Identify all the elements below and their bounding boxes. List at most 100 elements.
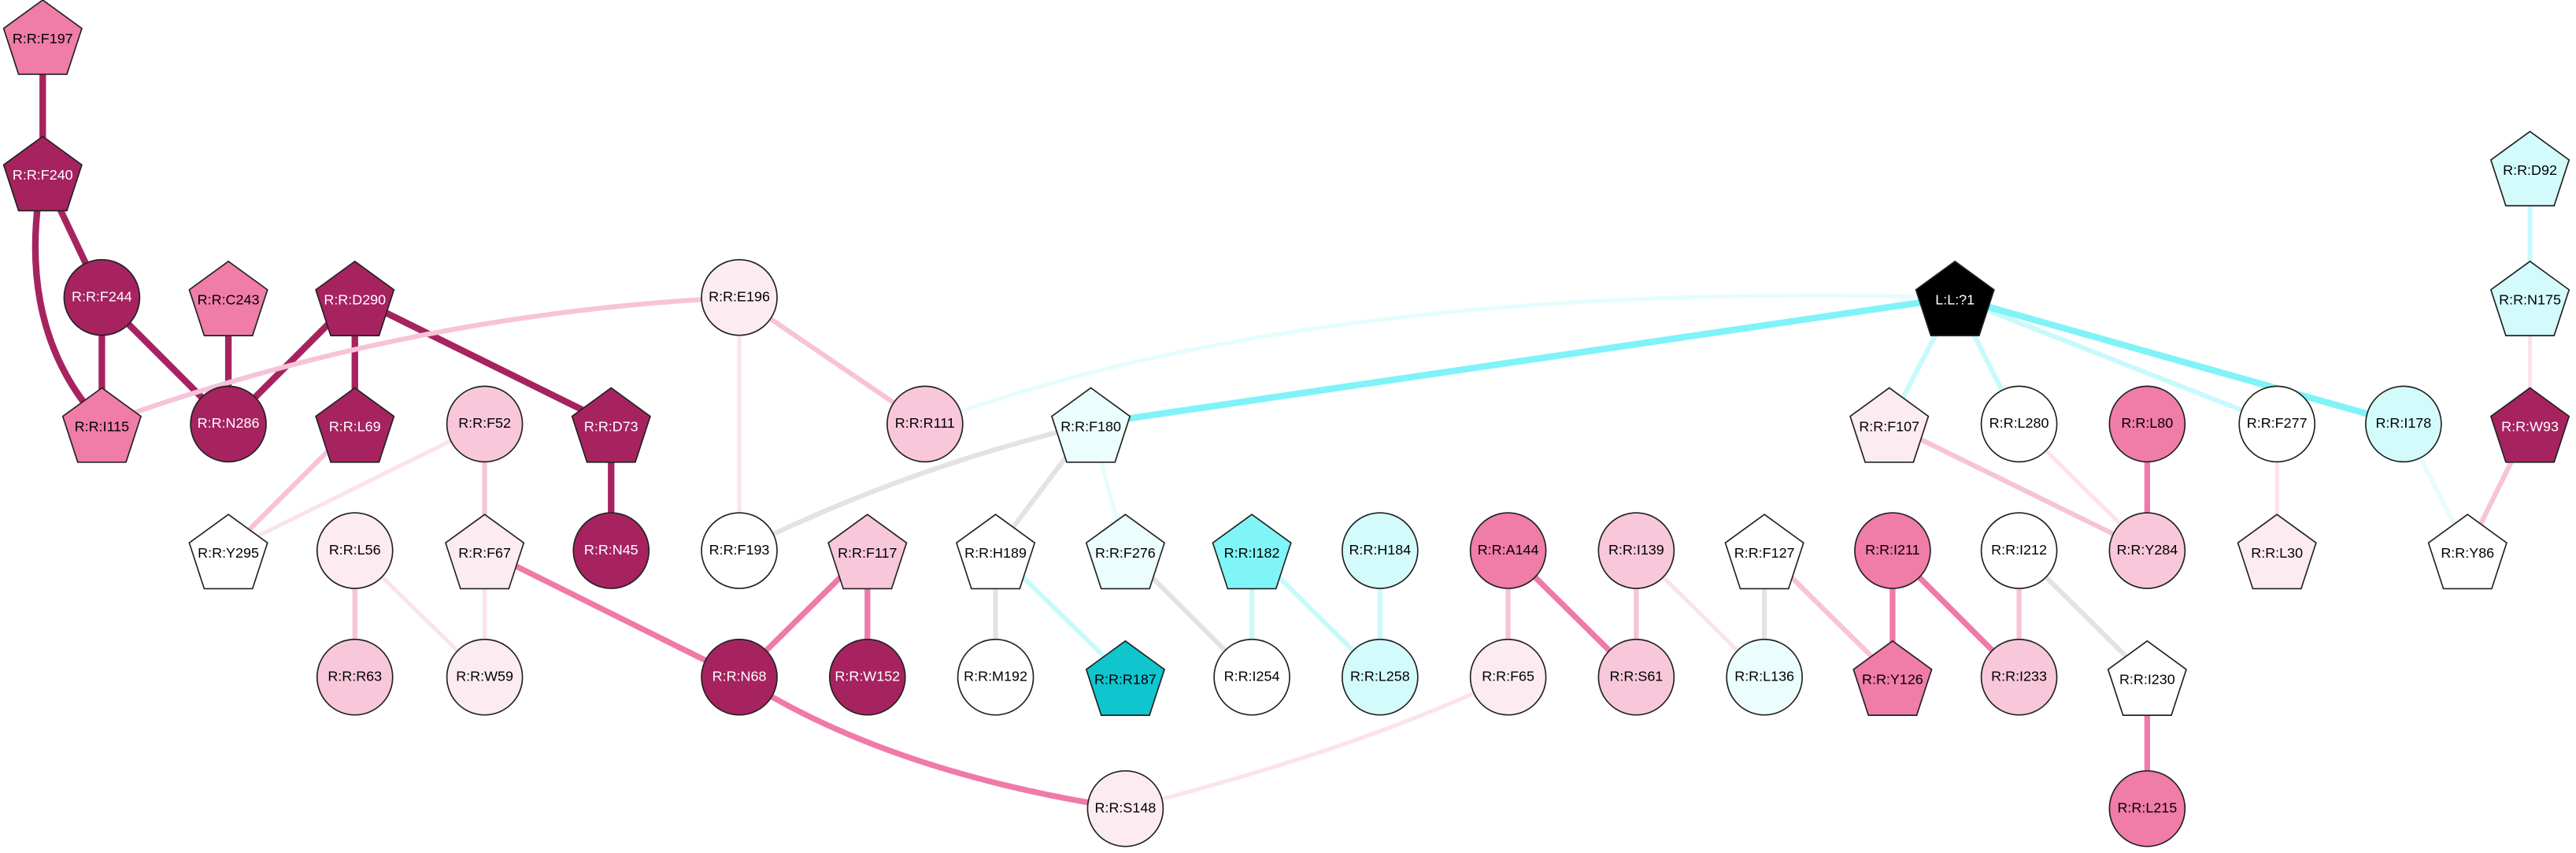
node: R:R:D92 [2489,130,2570,207]
node-shape [2,0,83,76]
node: R:R:I230 [2107,640,2187,716]
node-label: R:R:D92 [2503,162,2557,178]
node-label: R:R:C243 [198,292,260,308]
node-shape [701,638,778,716]
node-label: R:R:Y295 [198,545,259,561]
node-shape [1915,260,1995,336]
node-label: R:R:L56 [329,542,381,558]
node-shape [190,385,267,463]
node-label: R:R:I233 [1991,668,2047,684]
node-shape [1050,387,1131,463]
node-shape [61,387,142,463]
node: R:R:I182 [1212,514,1292,590]
node-shape [1980,512,2058,589]
node: R:R:L258 [1342,638,1419,716]
edge [1954,294,2405,428]
node: R:R:F193 [701,512,778,589]
node: R:R:S148 [1086,770,1164,847]
node: R:R:I139 [1597,512,1675,589]
edge [738,421,1092,553]
node: R:R:N286 [190,385,267,463]
node: R:R:L80 [2108,385,2186,463]
node-label: R:R:D290 [324,292,386,308]
node: R:R:F180 [1050,387,1131,463]
node: R:R:R111 [886,385,964,463]
node-shape [2238,385,2316,463]
node-label: R:R:L258 [1350,668,1410,684]
node: R:R:F276 [1085,514,1166,590]
node: R:R:I178 [2365,385,2442,463]
node-shape [1980,385,2058,463]
node-label: R:R:F65 [1482,668,1534,684]
node: R:R:F197 [2,0,83,76]
node-shape [444,514,525,590]
node-label: R:R:H189 [964,545,1027,561]
node-label: R:R:R111 [895,415,955,431]
node-label: R:R:F107 [1859,418,1919,434]
node-label: R:R:A144 [1478,542,1539,558]
node-label: R:R:F117 [838,545,897,561]
node: R:R:Y295 [188,514,268,590]
node: R:R:M192 [957,638,1034,716]
edge [227,422,486,553]
node: R:R:H189 [955,514,1036,590]
node: R:R:Y86 [2427,514,2508,590]
node-label: R:R:L215 [2117,799,2177,815]
node-shape [315,387,395,463]
node-label: R:R:L136 [1734,668,1794,684]
node: R:R:E196 [701,258,778,336]
node-label: R:R:Y284 [2116,542,2178,558]
node-shape [1597,638,1675,716]
node: R:R:I115 [61,387,142,463]
node-shape [1597,512,1675,589]
node-shape [2108,385,2186,463]
node: R:R:F117 [827,514,908,590]
node-shape [1085,640,1166,716]
edge [1124,675,1509,811]
node: R:R:D290 [315,260,395,336]
node-label: R:R:F244 [72,288,132,304]
node-label: R:R:L69 [329,418,381,434]
node-label: R:R:L30 [2251,545,2303,561]
node-shape [701,512,778,589]
node-shape [2365,385,2442,463]
node: R:R:F127 [1724,514,1804,590]
node-label: R:R:M192 [964,668,1027,684]
node-shape [1726,638,1803,716]
node: R:R:H184 [1342,512,1419,589]
node-label: L:L:?1 [1935,292,1975,308]
node-label: R:R:I254 [1224,668,1280,684]
node-shape [571,387,651,463]
node-label: R:R:D73 [584,418,638,434]
node-label: R:R:L280 [1989,415,2049,431]
node: R:R:W152 [828,638,906,716]
node-shape [2489,130,2570,207]
node: L:L:?1 [1915,260,1995,336]
node-shape [2,135,83,212]
node-label: R:R:F193 [709,542,770,558]
node: R:R:S61 [1597,638,1675,716]
node: R:R:L136 [1726,638,1803,716]
node-label: R:R:E196 [709,288,770,304]
node-label: R:R:S61 [1609,668,1663,684]
node-label: R:R:N286 [198,415,260,431]
node-shape [2108,512,2186,589]
node-shape [1469,512,1547,589]
node-shape [957,638,1034,716]
node-label: R:R:I139 [1608,542,1664,558]
node: R:R:F277 [2238,385,2316,463]
node-shape [1849,387,1930,463]
node-shape [1852,640,1933,716]
node-shape [188,260,268,336]
edge [31,172,105,427]
node-label: R:R:Y86 [2441,545,2494,561]
node: R:R:L280 [1980,385,2058,463]
node-label: R:R:I178 [2375,415,2431,431]
node-shape [1213,638,1290,716]
node: R:R:I254 [1213,638,1290,716]
edge [1954,295,2278,427]
node-shape [2427,514,2508,590]
